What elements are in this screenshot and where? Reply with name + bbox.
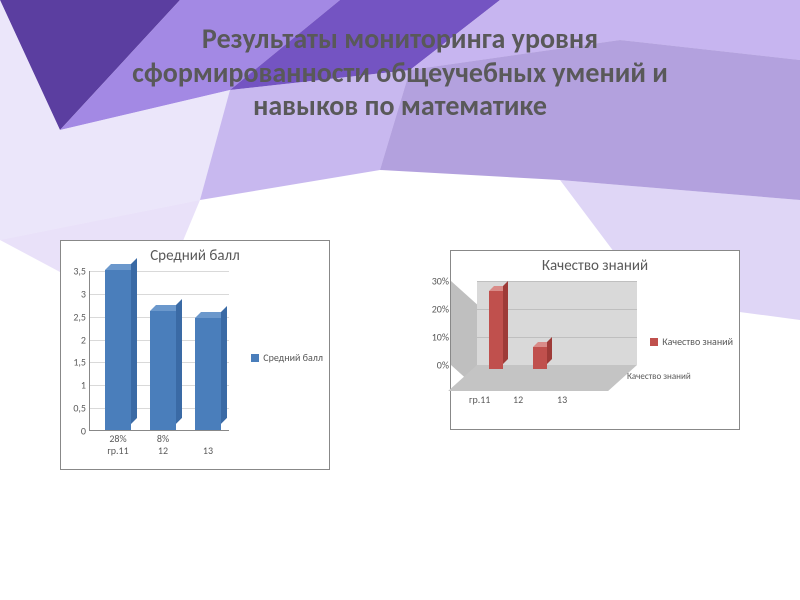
chart2-title: Качество знаний [451,251,739,277]
chart-average-score: Средний балл 00,511,522,533,528%гр.118%1… [60,240,330,470]
col-side [503,281,508,364]
chart1-ytick-label: 2 [81,333,86,346]
chart1-xlabel-bot: 13 [188,444,228,457]
chart1-ytick-label: 3 [81,287,86,300]
chart2-depth-label: Качество знаний [627,371,691,382]
chart1-ytick-label: 1 [81,379,86,392]
chart1-ytick-label: 0,5 [73,402,86,415]
chart1-ytick-label: 1,5 [73,356,86,369]
chart2-xlabel: 12 [513,393,523,406]
chart2-ytick-label: 20% [432,303,449,316]
chart2-plot-area: 0%10%20%30%гр.111213Качество знаний [477,281,637,391]
chart2-ytick-label: 0% [437,359,449,372]
bar-front [150,311,176,430]
chart1-legend: Средний балл [251,351,323,364]
chart1-legend-swatch [251,354,259,362]
bar-front [195,318,221,430]
chart1-plot-area: 00,511,522,533,528%гр.118%1213 [89,271,229,431]
col-front [533,347,547,369]
col-front [489,291,503,369]
chart2-xlabel: гр.11 [469,393,490,406]
chart2-gridline [477,281,637,282]
charts-row: Средний балл 00,511,522,533,528%гр.118%1… [0,240,800,470]
slide-title-container: Результаты мониторинга уровня сформирова… [0,22,800,123]
bar-side [221,306,227,424]
chart-quality: Качество знаний 0%10%20%30%гр.111213Каче… [450,250,740,430]
chart1-ytick-label: 0 [81,425,86,438]
col-side [547,337,552,364]
chart2-ytick-label: 10% [432,331,449,344]
bar-front [105,270,131,430]
chart1-ytick-label: 2,5 [73,310,86,323]
chart2-legend-label: Качество знаний [662,335,733,348]
chart1-bar [105,270,131,430]
chart1-ytick-label: 3,5 [73,265,86,278]
chart1-xlabel-bot: 12 [143,444,183,457]
chart2-column [533,347,547,369]
chart1-bar [195,318,221,430]
chart1-bar [150,311,176,430]
chart1-legend-label: Средний балл [263,351,323,364]
bar-side [131,258,137,424]
chart1-title: Средний балл [61,241,329,267]
chart2-column [489,291,503,369]
bar-side [176,299,182,424]
chart2-ytick-label: 30% [432,275,449,288]
slide-title: Результаты мониторинга уровня сформирова… [0,22,800,123]
chart1-xlabel-bot: гр.11 [98,444,138,457]
chart2-legend: Качество знаний [650,335,733,348]
chart2-legend-swatch [650,338,658,346]
chart2-xlabel: 13 [557,393,567,406]
